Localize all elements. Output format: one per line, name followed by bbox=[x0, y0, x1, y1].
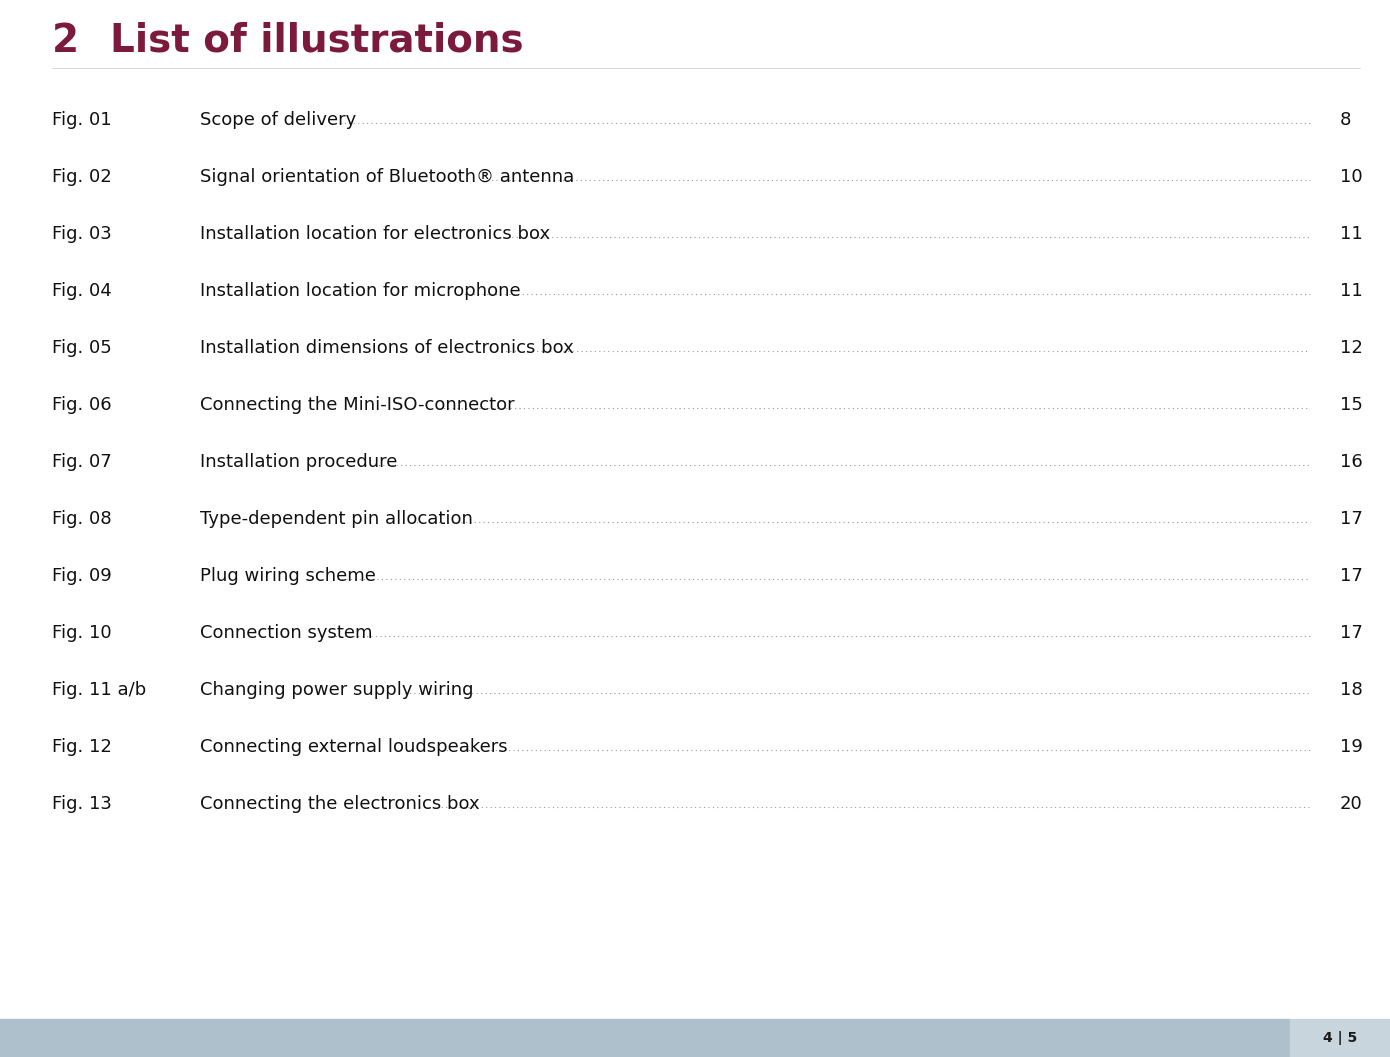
Bar bbox=[0, 1019, 1290, 1057]
Text: Fig. 11 a/b: Fig. 11 a/b bbox=[51, 681, 146, 699]
Text: Fig. 01: Fig. 01 bbox=[51, 111, 111, 129]
Text: List of illustrations: List of illustrations bbox=[110, 22, 524, 60]
Text: Fig. 04: Fig. 04 bbox=[51, 282, 111, 300]
Text: Scope of delivery: Scope of delivery bbox=[200, 111, 356, 129]
Text: 19: 19 bbox=[1340, 738, 1362, 756]
Text: 12: 12 bbox=[1340, 339, 1362, 357]
Text: Fig. 12: Fig. 12 bbox=[51, 738, 111, 756]
Text: Installation location for microphone: Installation location for microphone bbox=[200, 282, 521, 300]
Text: 11: 11 bbox=[1340, 282, 1362, 300]
Text: Connection system: Connection system bbox=[200, 624, 373, 642]
Text: 4 | 5: 4 | 5 bbox=[1323, 1031, 1357, 1045]
Text: Fig. 05: Fig. 05 bbox=[51, 339, 111, 357]
Text: 17: 17 bbox=[1340, 624, 1362, 642]
Text: Fig. 06: Fig. 06 bbox=[51, 396, 111, 414]
Text: Connecting the Mini-ISO-connector: Connecting the Mini-ISO-connector bbox=[200, 396, 514, 414]
Text: Connecting external loudspeakers: Connecting external loudspeakers bbox=[200, 738, 507, 756]
Text: Plug wiring scheme: Plug wiring scheme bbox=[200, 567, 375, 585]
Text: Installation procedure: Installation procedure bbox=[200, 453, 398, 471]
Text: Fig. 02: Fig. 02 bbox=[51, 168, 111, 186]
Text: 20: 20 bbox=[1340, 795, 1362, 813]
Text: Fig. 10: Fig. 10 bbox=[51, 624, 111, 642]
Text: Installation location for electronics box: Installation location for electronics bo… bbox=[200, 225, 550, 243]
Text: Fig. 09: Fig. 09 bbox=[51, 567, 111, 585]
Text: Fig. 13: Fig. 13 bbox=[51, 795, 111, 813]
Text: 15: 15 bbox=[1340, 396, 1362, 414]
Bar bbox=[1290, 1019, 1390, 1057]
Text: Type-dependent pin allocation: Type-dependent pin allocation bbox=[200, 509, 473, 528]
Text: Fig. 08: Fig. 08 bbox=[51, 509, 111, 528]
Text: 8: 8 bbox=[1340, 111, 1351, 129]
Text: 10: 10 bbox=[1340, 168, 1362, 186]
Text: Fig. 03: Fig. 03 bbox=[51, 225, 111, 243]
Text: Signal orientation of Bluetooth® antenna: Signal orientation of Bluetooth® antenna bbox=[200, 168, 574, 186]
Text: Connecting the electronics box: Connecting the electronics box bbox=[200, 795, 480, 813]
Text: Changing power supply wiring: Changing power supply wiring bbox=[200, 681, 474, 699]
Text: Installation dimensions of electronics box: Installation dimensions of electronics b… bbox=[200, 339, 574, 357]
Text: 17: 17 bbox=[1340, 509, 1362, 528]
Text: Fig. 07: Fig. 07 bbox=[51, 453, 111, 471]
Text: 11: 11 bbox=[1340, 225, 1362, 243]
Text: 18: 18 bbox=[1340, 681, 1362, 699]
Text: 2: 2 bbox=[51, 22, 79, 60]
Text: 17: 17 bbox=[1340, 567, 1362, 585]
Text: 16: 16 bbox=[1340, 453, 1362, 471]
